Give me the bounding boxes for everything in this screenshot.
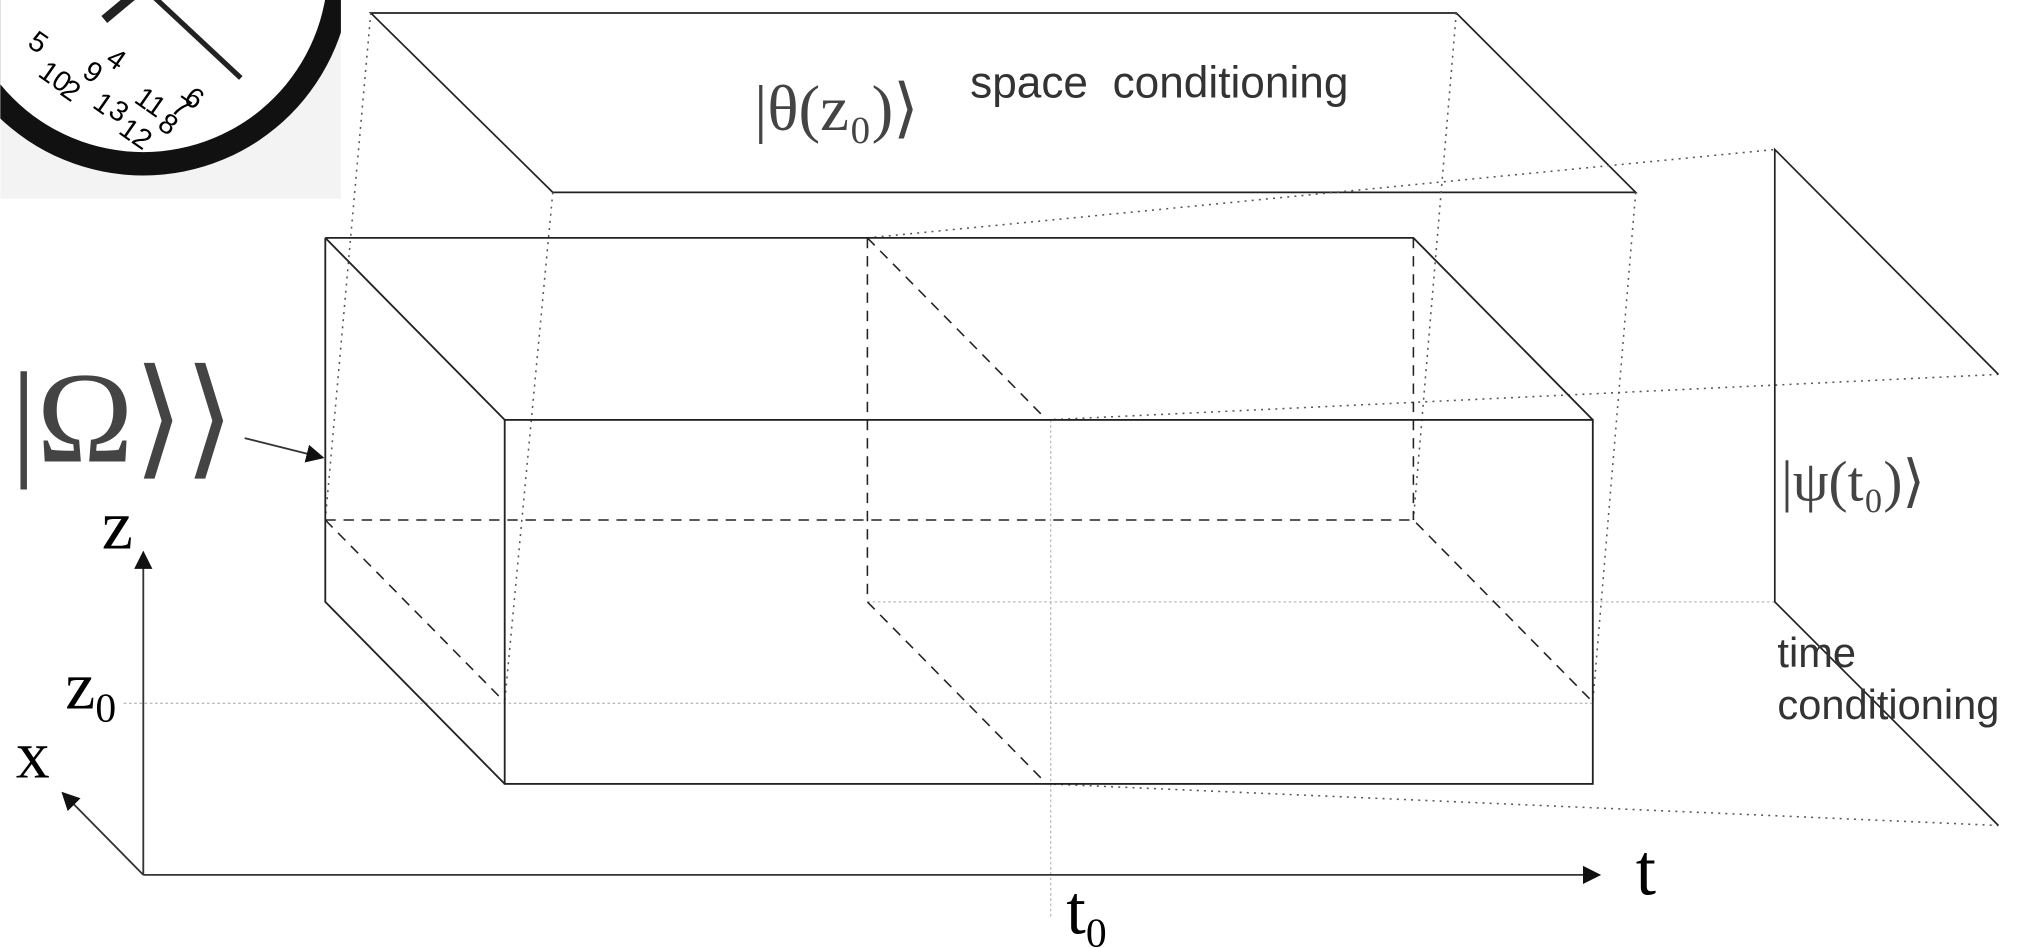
t0-label: t0 <box>1066 871 1106 949</box>
time-label-2: conditioning <box>1777 681 1999 728</box>
x-axis-label: x <box>16 717 50 792</box>
time-plane <box>1773 147 1999 827</box>
projection-lines <box>324 12 1999 827</box>
time-label-1: time <box>1777 629 1856 676</box>
guide-lines <box>123 419 1775 917</box>
theta-label: |θ(z₀)⟩ <box>754 73 918 145</box>
box <box>324 236 1594 785</box>
hidden-edges <box>324 237 1594 785</box>
z0-sub: 0 <box>95 685 116 731</box>
axes <box>61 437 1602 884</box>
psi-label: |ψ(t₀)⟩ <box>1781 451 1924 514</box>
space-label: space conditioning <box>970 59 1348 108</box>
z0-label: z0 <box>65 649 116 731</box>
t0-sub: 0 <box>1086 909 1107 949</box>
omega-label: |Ω⟩⟩ <box>11 347 235 491</box>
t-axis-label: t <box>1636 829 1656 910</box>
z0-base: z <box>65 649 95 724</box>
z-axis-label: z <box>102 487 133 565</box>
t0-base: t <box>1066 871 1086 949</box>
